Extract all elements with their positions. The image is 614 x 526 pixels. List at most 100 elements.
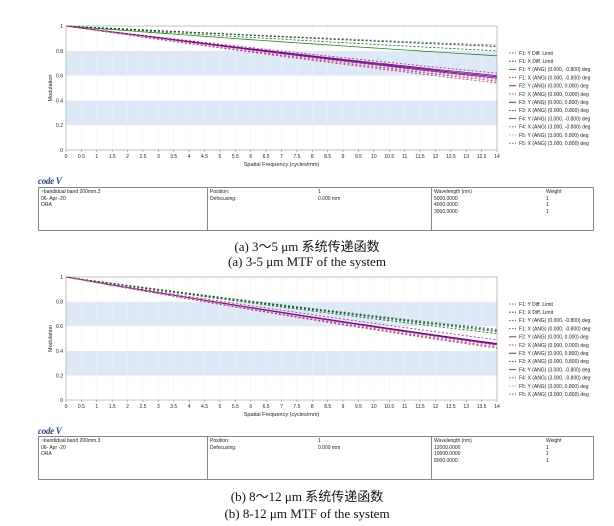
x-tick-label: 5.5 xyxy=(232,404,239,410)
info-block-b: ~bandidual band 200mm.3 06- Apr -20 ORA … xyxy=(38,436,594,480)
y-tick-label: 1 xyxy=(60,275,63,281)
x-tick-label: 5.5 xyxy=(232,154,239,160)
x-tick-label: 4.5 xyxy=(201,154,208,160)
wavelength-value: 3000.0000 xyxy=(434,208,458,215)
x-tick-label: 13.5 xyxy=(477,154,487,160)
x-tick-label: 6.5 xyxy=(263,404,270,410)
x-tick-label: 8.5 xyxy=(324,404,331,410)
legend-entry: F2: Y (ANG) (0.000, 0.000) deg xyxy=(519,84,589,90)
y-tick-label: 0 xyxy=(60,398,63,404)
position-label: Position: xyxy=(210,438,230,444)
position-value: 1 xyxy=(318,189,321,195)
y-tick-label: 0.6 xyxy=(56,74,63,80)
mtf-chart-a: 0 0.5 1 1.5 2 2.5 3 3.5 4 4.5 5 5.5 6 6.5 7 7.5 8 8.5 9 9.5… xyxy=(48,24,591,168)
defocusing-value: 0.000 mm xyxy=(318,444,341,451)
legend-entry: F2: X (ANG) (0.000, 0.000) deg xyxy=(519,92,589,98)
x-tick-label: 2 xyxy=(126,154,129,160)
x-tick-label: 7.5 xyxy=(293,404,300,410)
series-line xyxy=(65,25,498,57)
x-tick-label: 8 xyxy=(311,404,314,410)
legend-entry: F1: Y Diff. Limit xyxy=(519,51,554,57)
legend-entry: F1: X (ANG) (0.000, -0.800) deg xyxy=(519,75,591,81)
x-tick-label: 0.5 xyxy=(78,154,85,160)
caption-en-a: (a) 3-5 μm MTF of the system xyxy=(228,254,386,269)
y-axis-label: Modulation xyxy=(48,75,54,102)
x-tick-label: 7.5 xyxy=(293,154,300,160)
x-tick-label: 4.5 xyxy=(201,404,208,410)
x-tick-label: 0.5 xyxy=(78,404,85,410)
legend-entry: F4: X (ANG) (3.000, -0.800) deg xyxy=(519,376,591,382)
series-line xyxy=(65,25,498,81)
weight-value: 1 xyxy=(546,457,549,464)
codev-logo: code V xyxy=(38,176,62,186)
x-tick-label: 8.5 xyxy=(324,154,331,160)
legend-entry: F1: Y (ANG) (0.000, -0.800) deg xyxy=(519,318,590,324)
x-tick-label: 13 xyxy=(463,404,469,410)
weight-value: 1 xyxy=(546,195,549,202)
legend-entry: F5: X (ANG) (3.000, 0.800) deg xyxy=(519,141,589,147)
info-block-a: ~bandidual band 200mm.3 06- Apr -20 ORA … xyxy=(38,187,594,231)
x-tick-label: 0 xyxy=(65,154,68,160)
x-tick-label: 10.5 xyxy=(384,154,394,160)
lens-file-name: ~bandidual band 200mm.3 xyxy=(41,438,101,444)
x-tick-label: 10 xyxy=(371,404,377,410)
x-tick-label: 13 xyxy=(463,154,469,160)
x-tick-label: 0 xyxy=(65,404,68,410)
legend-entry: F3: Y (ANG) (0.000, 0.800) deg xyxy=(519,351,589,357)
x-tick-label: 13.5 xyxy=(477,404,487,410)
y-tick-label: 0.8 xyxy=(56,300,63,306)
y-tick-label: 0.8 xyxy=(56,49,63,55)
x-axis-label: Spatial Frequency (cycles/mm) xyxy=(244,162,320,168)
wavelength-value: 8000.0000 xyxy=(434,457,458,464)
legend-entry: F4: Y (ANG) (3.000, -0.800) deg xyxy=(519,116,590,122)
legend-entry: F5: Y (ANG) (3.000, 0.800) deg xyxy=(519,384,589,390)
x-tick-label: 5 xyxy=(219,154,222,160)
x-tick-label: 3.5 xyxy=(170,404,177,410)
weight-label: Weight xyxy=(546,438,562,444)
date-text: 06- Apr -20 xyxy=(41,444,66,451)
weight-value: 1 xyxy=(546,202,549,208)
legend-entry: F5: Y (ANG) (3.000, 0.800) deg xyxy=(519,133,589,139)
x-tick-label: 9.5 xyxy=(355,404,362,410)
weight-value: 1 xyxy=(546,444,549,451)
x-tick-label: 2 xyxy=(126,404,129,410)
x-tick-label: 3 xyxy=(157,404,160,410)
x-tick-label: 1 xyxy=(95,154,98,160)
x-tick-label: 1.5 xyxy=(109,404,116,410)
series-line xyxy=(65,276,498,341)
y-axis-label: Modulation xyxy=(48,325,54,352)
wavelength-value: 4000.0000 xyxy=(434,202,458,208)
legend-entry: F5: X (ANG) (3.000, 0.800) deg xyxy=(519,392,589,398)
wavelength-label: Wavelength (nm) xyxy=(434,438,472,444)
x-axis-label: Spatial Frequency (cycles/mm) xyxy=(244,412,320,418)
x-tick-label: 2.5 xyxy=(139,404,146,410)
legend-entry: F2: X (ANG) (0.000, 0.000) deg xyxy=(519,343,589,349)
lens-file-name: ~bandidual band 200mm.3 xyxy=(41,189,101,195)
x-tick-label: 1 xyxy=(95,404,98,410)
x-tick-label: 12.5 xyxy=(446,154,456,160)
y-tick-label: 1 xyxy=(60,24,63,30)
defocusing-label: Defocusing: xyxy=(210,444,237,451)
legend-entry: F1: X (ANG) (0.000, -0.800) deg xyxy=(519,326,591,332)
y-tick-label: 0.4 xyxy=(56,349,63,355)
defocusing-label: Defocusing: xyxy=(210,195,237,202)
x-tick-label: 11 xyxy=(402,404,407,410)
x-tick-label: 14 xyxy=(494,154,500,160)
wavelength-value: 5000.0000 xyxy=(434,195,458,202)
legend-entry: F1: Y (ANG) (0.000, -0.800) deg xyxy=(519,67,590,73)
weight-value: 1 xyxy=(546,451,549,457)
mtf-panel-a: 0 0.5 1 1.5 2 2.5 3 3.5 4 4.5 5 5.5 6 6.5 7 7.5 8 8.5 9 9.5… xyxy=(38,24,594,269)
caption-cn-b: (b) 8～12 μm 系统传递函数 xyxy=(230,489,384,504)
x-tick-label: 9.5 xyxy=(355,154,362,160)
mtf-panel-b: 0 0.5 1 1.5 2 2.5 3 3.5 4 4.5 5 5.5 6 6.5 7 7.5 8 8.5 9 9.5… xyxy=(0,270,614,526)
legend-entry: F3: X (ANG) (0.000, 0.800) deg xyxy=(519,359,589,365)
x-tick-label: 11.5 xyxy=(415,154,425,160)
wavelength-value: 12000.0000 xyxy=(434,444,461,451)
series-line xyxy=(65,25,498,74)
series-line xyxy=(65,25,498,84)
y-tick-label: 0.2 xyxy=(56,123,63,129)
x-tick-label: 6 xyxy=(249,404,252,410)
x-tick-label: 12 xyxy=(433,154,439,160)
y-tick-label: 0.4 xyxy=(56,98,63,104)
x-tick-label: 7 xyxy=(280,154,283,160)
